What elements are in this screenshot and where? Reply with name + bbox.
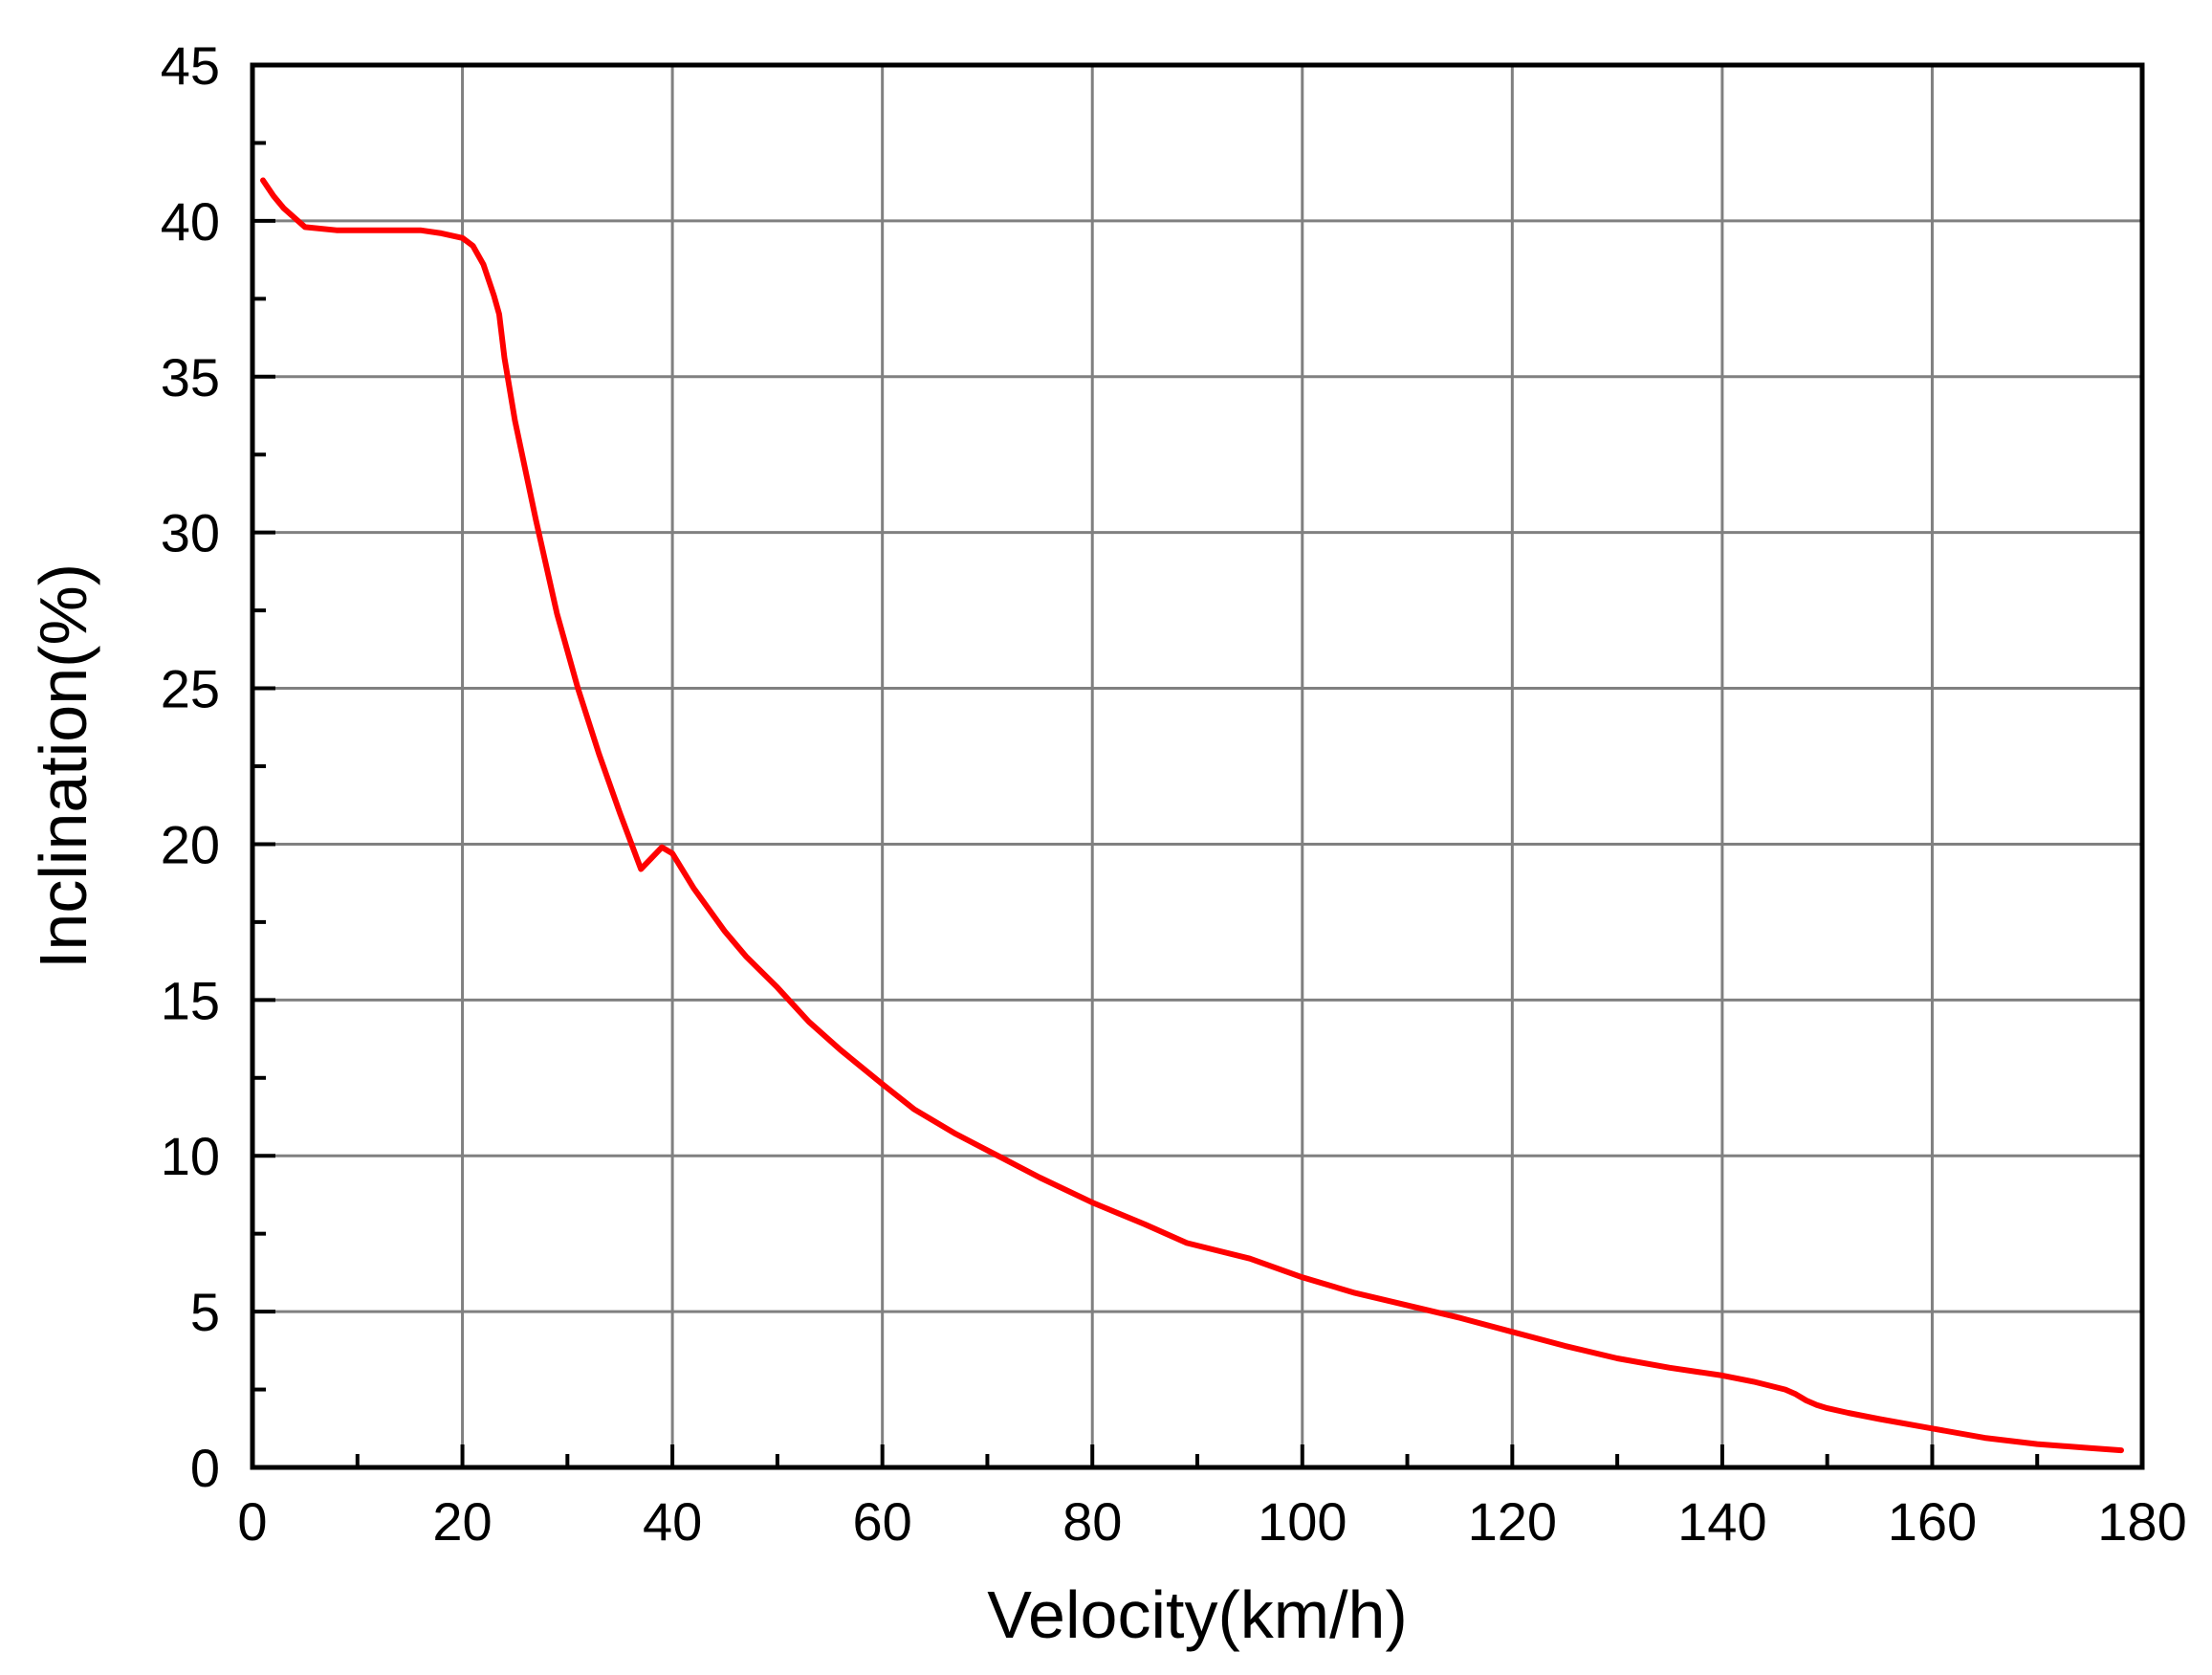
y-tick-label: 25 — [161, 659, 220, 719]
x-tick-label: 120 — [1468, 1491, 1557, 1552]
x-tick-label: 80 — [1062, 1491, 1122, 1552]
y-tick-label: 15 — [161, 970, 220, 1030]
y-tick-label: 10 — [161, 1126, 220, 1186]
series-line — [260, 177, 2124, 1454]
x-tick-labels: 0 20 40 60 80 100 120 140 160 180 — [237, 1491, 2186, 1552]
y-tick-label: 40 — [161, 191, 220, 252]
grid-lines — [252, 65, 2142, 1467]
x-tick-label: 140 — [1677, 1491, 1766, 1552]
y-tick-label: 5 — [190, 1282, 220, 1342]
x-tick-label: 160 — [1888, 1491, 1977, 1552]
x-tick-label: 40 — [643, 1491, 702, 1552]
x-axis-title: Velocity(km/h) — [987, 1577, 1408, 1652]
y-tick-labels: 0 5 10 15 20 25 30 35 40 45 — [161, 35, 220, 1498]
x-tick-label: 180 — [2097, 1491, 2186, 1552]
y-tick-label: 0 — [190, 1438, 220, 1498]
y-axis-title: Inclination(%) — [26, 563, 100, 969]
series-group — [260, 177, 2124, 1454]
y-tick-label: 20 — [161, 814, 220, 874]
axis-ticks — [251, 63, 2144, 1469]
x-tick-label: 0 — [237, 1491, 267, 1552]
x-tick-label: 100 — [1258, 1491, 1347, 1552]
y-tick-label: 45 — [161, 35, 220, 96]
y-tick-label: 30 — [161, 503, 220, 563]
x-tick-label: 20 — [432, 1491, 492, 1552]
y-tick-label: 35 — [161, 347, 220, 408]
x-tick-label: 60 — [853, 1491, 912, 1552]
